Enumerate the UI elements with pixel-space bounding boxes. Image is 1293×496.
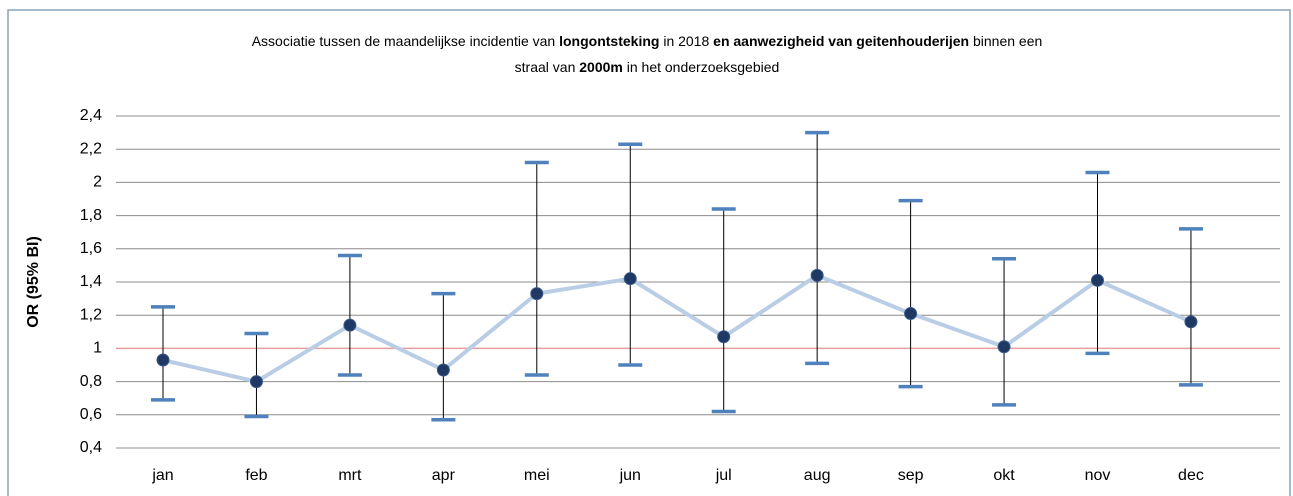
y-tick-label: 1,6	[80, 240, 102, 257]
y-tick-label: 0,4	[80, 439, 102, 456]
point-marker	[810, 268, 824, 282]
point-marker	[1091, 273, 1104, 287]
x-tick-label: aug	[804, 467, 831, 484]
point-marker	[717, 330, 731, 344]
point-marker	[249, 375, 263, 389]
x-tick-label: jun	[619, 467, 641, 484]
point-marker	[343, 318, 357, 332]
y-tick-label: 0,6	[80, 406, 102, 423]
y-tick-label: 1,4	[80, 273, 102, 290]
y-tick-label: 1,8	[80, 207, 102, 224]
chart-title: straal van 2000m in het onderzoeksgebied	[515, 59, 780, 75]
x-tick-label: mrt	[338, 467, 362, 484]
frame	[7, 9, 1291, 496]
x-tick-label: sep	[898, 467, 924, 484]
point-marker	[156, 353, 170, 367]
point-marker	[997, 340, 1011, 354]
y-tick-label: 0,8	[80, 373, 102, 390]
x-tick-label: okt	[993, 467, 1015, 484]
y-axis-label: OR (95% BI)	[25, 236, 42, 328]
point-marker	[904, 307, 918, 321]
trend-line	[162, 273, 1192, 384]
x-tick-label: apr	[432, 467, 456, 484]
title-part: longontsteking	[559, 33, 659, 49]
y-tick-label: 1	[93, 340, 102, 357]
point-marker	[1184, 315, 1198, 329]
x-tick-label: dec	[1178, 467, 1204, 484]
x-tick-label: jan	[151, 467, 173, 484]
point-marker	[623, 272, 637, 286]
title-part: in het onderzoeksgebied	[623, 59, 779, 75]
title-part: en aanwezigheid van geitenhouderijen	[713, 33, 969, 49]
x-tick-label: nov	[1085, 467, 1111, 484]
title-part: binnen een	[969, 33, 1042, 49]
chart-title: Associatie tussen de maandelijkse incide…	[252, 33, 1043, 49]
y-tick-label: 1,2	[80, 306, 102, 323]
y-tick-label: 2,2	[80, 140, 102, 157]
x-tick-label: feb	[245, 467, 267, 484]
y-tick-label: 2,4	[80, 107, 102, 124]
x-tick-label: jul	[715, 467, 732, 484]
x-tick-label: mei	[524, 467, 550, 484]
point-marker	[530, 287, 544, 301]
title-part: 2000m	[579, 59, 623, 75]
y-tick-label: 2	[93, 174, 102, 191]
point-marker	[436, 363, 450, 377]
title-part: in 2018	[659, 33, 713, 49]
title-part: Associatie tussen de maandelijkse incide…	[252, 33, 559, 49]
title-part: straal van	[515, 59, 580, 75]
